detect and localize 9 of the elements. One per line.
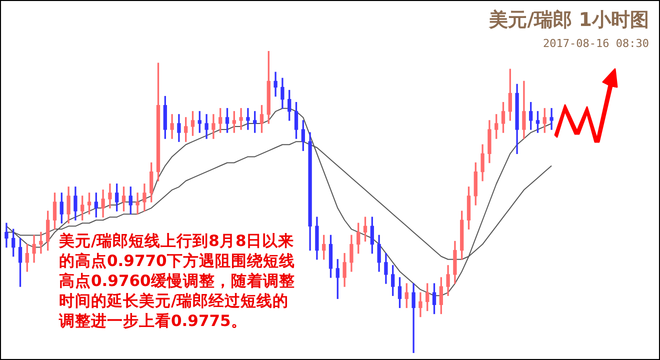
text: 2017-08-16 08:30 <box>542 37 649 50</box>
candlestick <box>39 232 43 254</box>
candlestick <box>550 108 554 130</box>
candlestick <box>412 283 416 353</box>
candlestick <box>136 192 140 214</box>
candlestick <box>246 108 250 130</box>
candlestick <box>239 108 243 130</box>
annotation: 美元/瑞郎短线上行到8月8日以来的高点0.9770下方遇阻围绕短线高点0.9760缓慢调整，随着调整时间的延长美元/瑞郎经过短线的调整进一步上看0.9775。 <box>59 231 296 331</box>
chart-title: 美元/瑞郎 1小时图 <box>489 8 649 33</box>
